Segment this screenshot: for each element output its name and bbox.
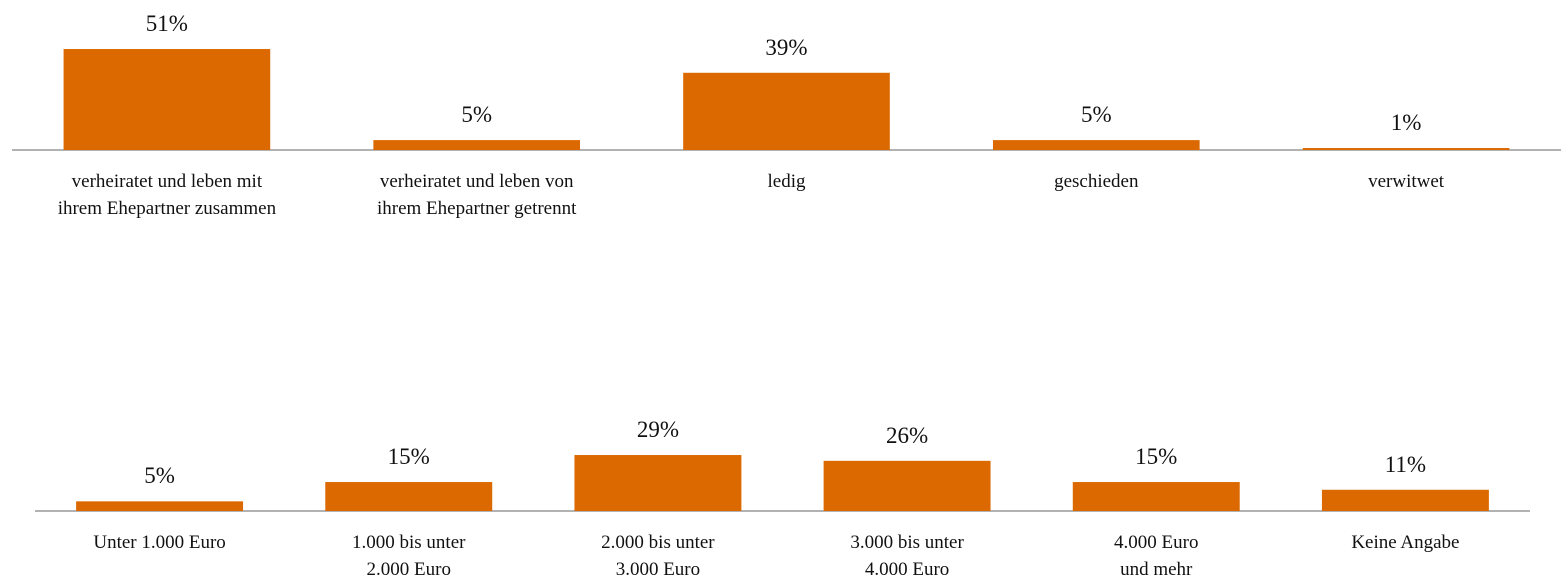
value-label: 39%: [765, 34, 808, 60]
bar: [1072, 482, 1240, 511]
value-label: 5%: [144, 463, 175, 489]
category-label: verheiratet und leben mit ihrem Ehepartn…: [57, 171, 277, 219]
value-label: 5%: [461, 102, 493, 128]
value-label: 1%: [1390, 110, 1422, 136]
category-label: verwitwet: [1368, 171, 1445, 192]
bar: [76, 501, 244, 511]
category-label: 1.000 bis unter 2.000 Euro: [352, 532, 466, 580]
bar: [63, 49, 271, 150]
value-label: 26%: [885, 422, 929, 448]
value-label: 15%: [1135, 444, 1178, 470]
bar: [373, 140, 581, 150]
value-label: 15%: [387, 444, 430, 470]
category-label: geschieden: [1054, 171, 1139, 192]
category-label: Unter 1.000 Euro: [93, 532, 226, 553]
category-label: 4.000 Euro und mehr: [1114, 532, 1199, 580]
bar: [1302, 148, 1510, 150]
bar: [325, 482, 493, 511]
bar: [1321, 489, 1489, 511]
bar: [683, 72, 890, 150]
category-label: 2.000 bis unter 3.000 Euro: [601, 532, 715, 580]
category-label: Keine Angabe: [1351, 532, 1460, 553]
value-label: 11%: [1384, 451, 1427, 477]
bar: [992, 140, 1200, 150]
bar: [823, 460, 991, 511]
value-label: 29%: [636, 417, 679, 443]
value-label: 5%: [1080, 102, 1112, 128]
value-label: 51%: [145, 11, 188, 37]
bar: [574, 455, 742, 511]
category-label: 3.000 bis unter 4.000 Euro: [850, 532, 964, 580]
category-label: verheiratet und leben von ihrem Ehepartn…: [376, 171, 577, 219]
category-label: ledig: [767, 171, 806, 192]
